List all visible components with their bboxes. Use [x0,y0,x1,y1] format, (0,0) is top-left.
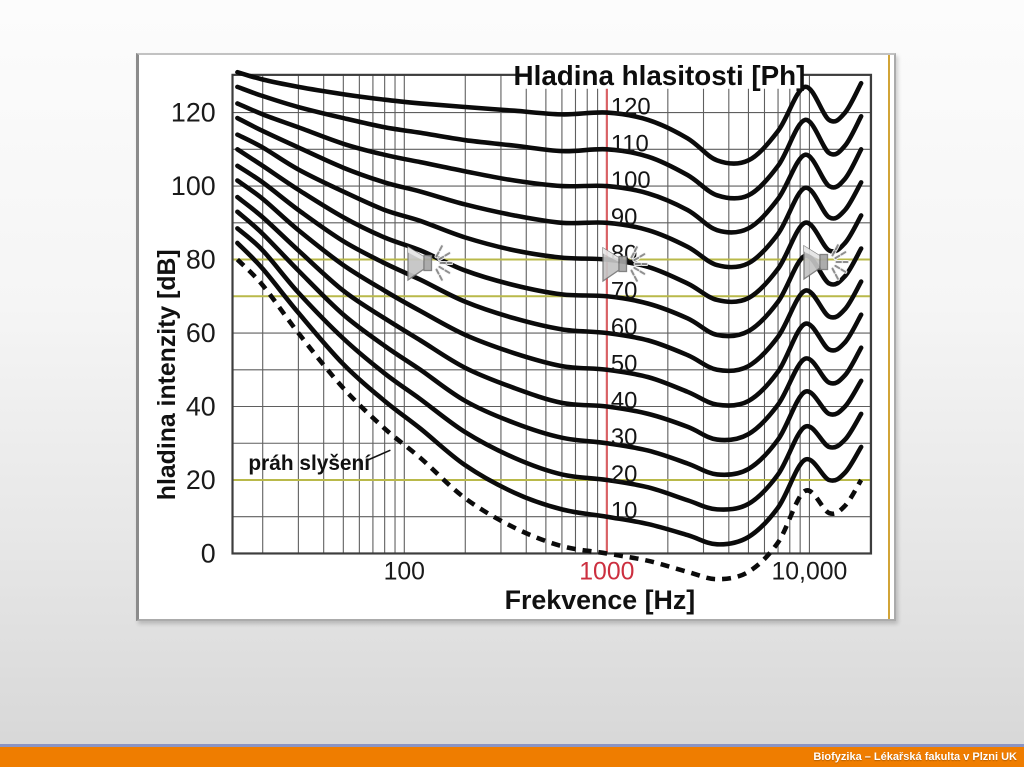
footer-bar: Biofyzika – Lékařská fakulta v Plzni UK [0,747,1024,767]
footer-divider [0,744,1024,747]
title-backing [517,57,804,89]
curve-label-60: 60 [611,314,638,341]
y-tick-label: 20 [186,465,216,495]
audio-speaker-icon[interactable] [598,236,648,292]
y-tick-label: 80 [186,244,216,274]
y-tick-label: 40 [186,391,216,421]
speaker-horn-highlight [603,248,619,262]
loudness-curve-30-phon [235,209,864,478]
loudness-curve-110-phon [235,84,864,201]
curve-label-30: 30 [611,424,638,451]
chart-title: Hladina hlasitosti [Ph] [514,60,806,91]
audio-speaker-icon[interactable] [799,234,849,290]
loudness-curve-60-phon [235,163,864,374]
loudness-curve-100-phon [235,101,864,235]
loudness-curve-120-phon [235,69,864,166]
loudness-curve-50-phon [235,178,864,408]
sound-wave-dashes [630,246,648,282]
slide-accent-line [888,55,890,619]
speaker-horn-highlight [408,247,424,261]
curve-label-120: 120 [611,94,651,121]
curve-label-110: 110 [611,130,649,157]
hearing-threshold-curve [235,257,864,582]
equal-loudness-chart: 1201101009080706050403020100204060801001… [154,57,873,615]
loudness-curve-90-phon [235,115,864,270]
curve-label-70: 70 [611,277,638,304]
curve-label-40: 40 [611,387,638,414]
loudness-curve-40-phon [235,194,864,443]
slide-image-panel: 120 110 100 90 80 70 60 50 40 30 20 10 0 20 40 60 80 100 1… [136,53,896,621]
y-tick-label: 120 [171,98,216,128]
curve-label-50: 50 [611,351,638,378]
sound-wave-dashes [435,245,453,281]
y-tick-label: 100 [171,171,216,201]
x-axis-title: Frekvence [Hz] [505,585,696,615]
speaker-horn-highlight [804,246,820,260]
x-tick-label: 10,000 [771,558,847,585]
x-tick-label: 100 [384,558,425,585]
speaker-driver [618,255,628,273]
x-tick-label: 1000 [579,558,634,585]
y-tick-label: 0 [201,538,216,568]
speaker-driver [423,254,433,272]
y-tick-label: 60 [186,318,216,348]
curve-label-100: 100 [611,167,651,194]
y-axis-title: hladina intenzity [dB] [154,249,181,500]
curve-label-90: 90 [611,204,638,231]
loudness-curve-80-phon [235,132,864,305]
threshold-label-pointer [367,449,391,461]
loudness-curve-20-phon [235,226,864,512]
audio-speaker-icon[interactable] [403,235,453,291]
loudness-curve-10-phon [235,240,864,547]
speaker-driver [819,253,829,271]
footer-text: Biofyzika – Lékařská fakulta v Plzni UK [813,751,1017,763]
sound-wave-dashes [831,244,849,280]
curve-label-20: 20 [611,461,638,488]
threshold-label: práh slyšení [248,452,371,475]
curve-label-10: 10 [611,498,638,525]
